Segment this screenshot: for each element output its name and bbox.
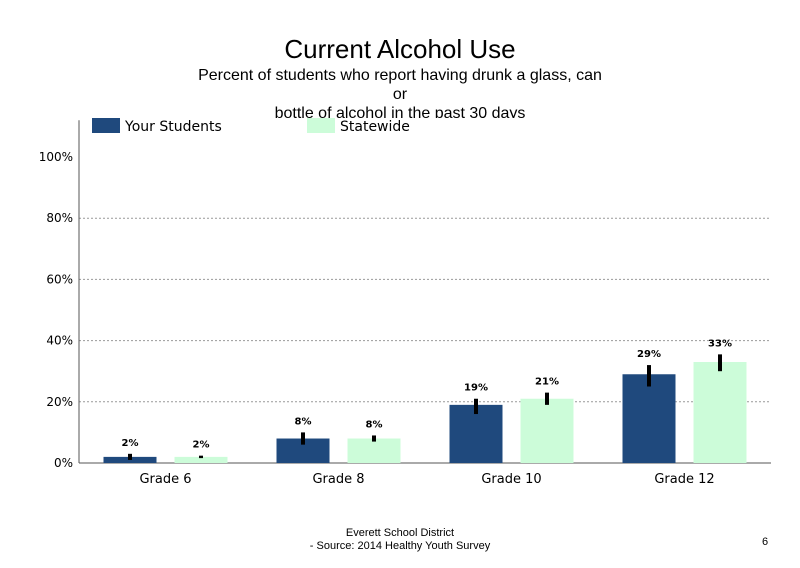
y-tick-label: 20% bbox=[46, 395, 73, 409]
y-tick-label: 40% bbox=[46, 334, 73, 348]
x-tick-label: Grade 10 bbox=[481, 472, 541, 487]
x-tick-label: Grade 6 bbox=[139, 472, 191, 487]
y-tick-label: 60% bbox=[46, 272, 73, 286]
bar-statewide bbox=[520, 398, 574, 463]
footer: Everett School District - Source: 2014 H… bbox=[0, 527, 800, 553]
bar-your-students bbox=[622, 374, 676, 463]
bar-your-students bbox=[449, 404, 503, 463]
data-label: 19% bbox=[464, 383, 488, 394]
footer-district: Everett School District bbox=[345, 527, 455, 539]
y-tick-label: 0% bbox=[54, 456, 73, 470]
y-tick-label: 80% bbox=[46, 211, 73, 225]
bar-statewide bbox=[693, 362, 747, 463]
footer-source: - Source: 2014 Healthy Youth Survey bbox=[309, 540, 491, 552]
legend-label: Statewide bbox=[340, 119, 410, 135]
legend-swatch bbox=[92, 118, 120, 133]
y-tick-label: 100% bbox=[39, 150, 73, 164]
data-label: 29% bbox=[637, 349, 661, 360]
bar-statewide bbox=[347, 438, 401, 463]
data-label: 8% bbox=[295, 416, 312, 427]
legend-swatch bbox=[307, 118, 335, 133]
data-label: 33% bbox=[708, 338, 732, 349]
subtitle-line-1: Percent of students who report having dr… bbox=[198, 67, 602, 84]
data-label: 2% bbox=[122, 438, 139, 449]
page-number: 6 bbox=[762, 536, 769, 548]
legend-label: Your Students bbox=[124, 119, 222, 135]
data-label: 21% bbox=[535, 377, 559, 388]
chart-title: Current Alcohol Use bbox=[284, 34, 516, 64]
chart-subtitle: Percent of students who report having dr… bbox=[150, 66, 650, 118]
x-tick-label: Grade 12 bbox=[654, 472, 714, 487]
subtitle-line-2: or bbox=[392, 86, 408, 103]
x-tick-label: Grade 8 bbox=[312, 472, 364, 487]
data-label: 8% bbox=[366, 419, 383, 430]
data-label: 2% bbox=[193, 440, 210, 451]
bar-statewide bbox=[174, 456, 228, 463]
subtitle-line-3: bottle of alcohol in the past 30 days bbox=[274, 105, 526, 118]
